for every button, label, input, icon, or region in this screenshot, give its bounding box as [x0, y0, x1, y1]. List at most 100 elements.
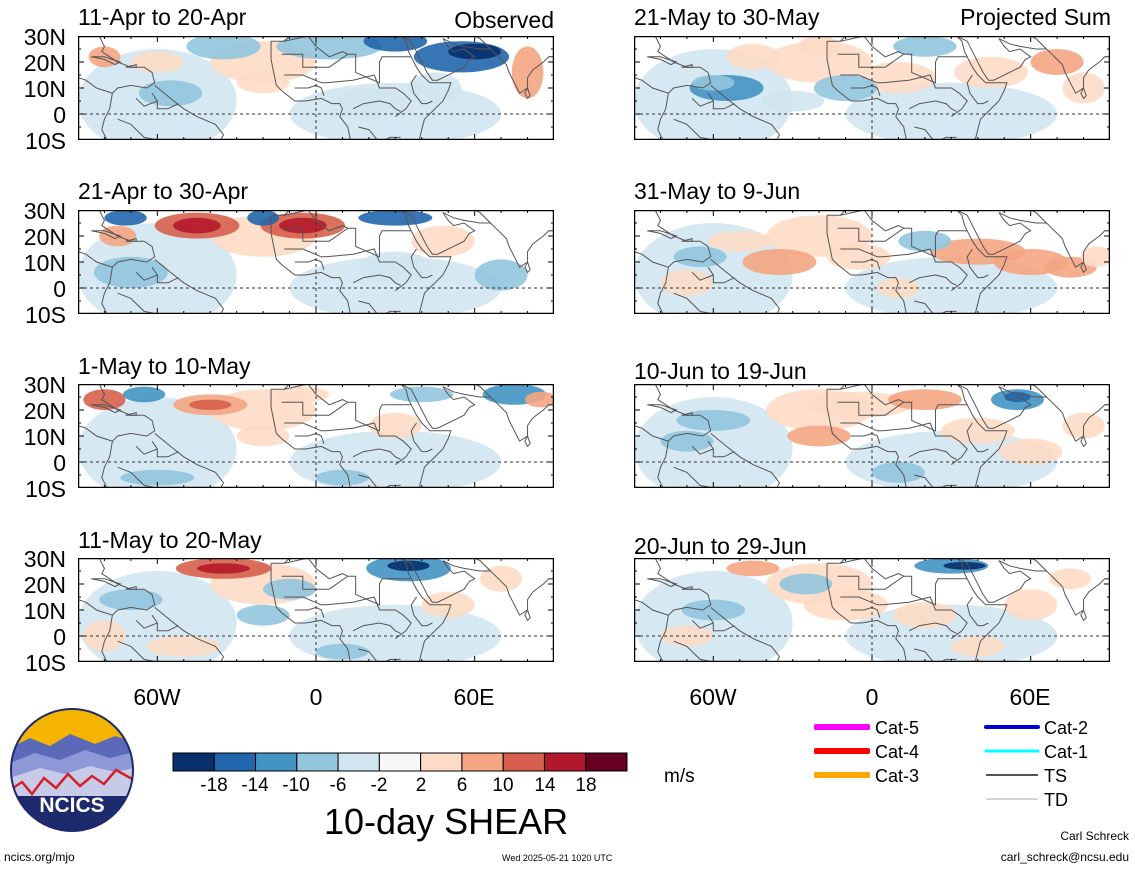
- shear-contour: [1030, 49, 1084, 75]
- map-boundary: [827, 558, 847, 564]
- map-boundary: [1080, 435, 1087, 448]
- map-boundary: [125, 411, 137, 416]
- lat-label: 0: [53, 102, 66, 128]
- footer-email[interactable]: carl_schreck@ncsu.edu: [1000, 850, 1129, 864]
- map-boundary: [154, 433, 225, 488]
- map-boundary: [826, 59, 907, 140]
- shear-contour: [1049, 568, 1092, 590]
- colorbar-swatch: [213, 752, 257, 772]
- map-boundary: [154, 607, 225, 662]
- map-boundary: [271, 210, 291, 216]
- map-boundary: [117, 118, 158, 140]
- shear-contour: [660, 269, 714, 296]
- shear-contour: [766, 41, 872, 83]
- map-boundary: [998, 38, 1110, 94]
- observed-label: Observed: [454, 7, 554, 33]
- map-boundary: [342, 36, 452, 140]
- map-boundary: [78, 384, 156, 442]
- map-boundary: [898, 36, 1008, 140]
- map-boundary: [712, 449, 735, 458]
- map-boundary: [156, 275, 179, 284]
- map-boundary: [908, 274, 957, 286]
- shear-contour: [861, 62, 936, 94]
- lon-label: 0: [865, 684, 879, 710]
- map-boundary: [634, 558, 712, 616]
- map-boundary: [156, 449, 179, 458]
- map-boundary: [284, 596, 412, 640]
- map-boundary: [410, 74, 433, 105]
- shear-contour: [676, 410, 751, 431]
- map-boundary: [837, 575, 968, 606]
- shear-contour: [845, 82, 1058, 140]
- shear-contour: [189, 399, 232, 410]
- shear-contour: [827, 243, 891, 270]
- shear-contour: [893, 36, 957, 57]
- map-boundary: [281, 227, 412, 258]
- lat-label: 10S: [25, 476, 66, 502]
- lat-label: 30N: [23, 372, 66, 398]
- map-boundary: [270, 581, 351, 662]
- map-boundary: [342, 384, 452, 488]
- shear-contour: [186, 36, 261, 60]
- map-boundary: [524, 435, 531, 448]
- map-frame: [634, 558, 1110, 662]
- lat-label: 20N: [23, 398, 66, 424]
- map-boundary: [712, 275, 735, 284]
- map-frame: [634, 210, 1110, 314]
- legend-label-td: TD: [1044, 790, 1068, 810]
- footer-author: Carl Schreck: [1060, 829, 1129, 843]
- lat-label: 30N: [23, 24, 66, 50]
- shear-map-panel: [634, 384, 1110, 488]
- map-boundary: [352, 622, 401, 634]
- lat-label: 10S: [25, 650, 66, 676]
- map-boundary: [710, 433, 781, 488]
- map-boundary: [908, 448, 957, 460]
- map-boundary: [91, 56, 122, 66]
- map-boundary: [101, 267, 113, 314]
- lon-label: 60E: [453, 684, 495, 710]
- lat-label: 20N: [23, 224, 66, 250]
- map-frame: [78, 558, 554, 662]
- map-boundary: [125, 237, 137, 242]
- legend-line-cat2: [984, 725, 1040, 729]
- map-boundary: [956, 384, 1032, 429]
- map-boundary: [91, 404, 122, 414]
- map-boundary: [1080, 261, 1087, 274]
- map-boundary: [117, 292, 158, 314]
- shear-contour: [368, 412, 422, 439]
- map-boundary: [442, 38, 554, 94]
- shear-contour: [197, 563, 250, 574]
- lon-label: 60W: [689, 684, 737, 710]
- footer-url[interactable]: ncics.org/mjo: [4, 850, 75, 864]
- map-boundary: [837, 401, 968, 432]
- map-boundary: [966, 596, 989, 627]
- colorbar-unit: m/s: [664, 766, 695, 787]
- legend-line-cat4: [814, 748, 870, 754]
- map-boundary: [647, 578, 678, 588]
- shear-map-panel: [78, 558, 554, 662]
- shear-map-panel: [634, 36, 1110, 140]
- map-boundary: [400, 36, 476, 81]
- map-boundary: [634, 210, 712, 268]
- shear-contour: [813, 75, 878, 101]
- map-boundary: [101, 441, 113, 488]
- shear-contour: [726, 43, 780, 70]
- shear-contour: [951, 636, 1005, 657]
- map-boundary: [837, 227, 968, 258]
- panel-title-5: 21-May to 30-May: [634, 4, 820, 30]
- colorbar-tick-label: -10: [282, 775, 310, 796]
- map-boundary: [966, 248, 989, 279]
- shear-contour: [708, 230, 772, 252]
- shear-contour: [779, 573, 833, 595]
- shear-contour: [236, 604, 290, 626]
- shear-contour: [634, 397, 793, 488]
- map-boundary: [352, 274, 401, 286]
- map-boundary: [154, 85, 225, 140]
- map-boundary: [712, 623, 735, 632]
- map-boundary: [91, 230, 122, 240]
- shear-contour: [316, 469, 369, 486]
- shear-contour: [845, 256, 1058, 314]
- map-frame: [78, 384, 554, 488]
- legend-label-cat2: Cat-2: [1044, 718, 1089, 738]
- lat-label: 10S: [25, 128, 66, 154]
